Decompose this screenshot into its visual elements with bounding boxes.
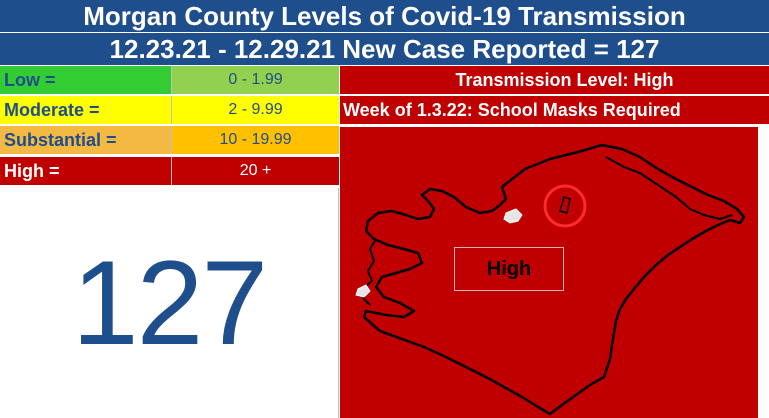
legend-range-high: 20 + (172, 157, 339, 185)
page-subtitle: 12.23.21 - 12.29.21 New Case Reported = … (0, 33, 769, 66)
county-outline-map (355, 143, 746, 416)
river-feature (355, 284, 371, 298)
page-title: Morgan County Levels of Covid-19 Transmi… (0, 0, 769, 33)
case-count-value: 127 (71, 236, 268, 370)
county-outline-east (605, 156, 733, 220)
case-count-panel: 127 (0, 188, 339, 418)
transmission-level-banner: Transmission Level: High (340, 66, 769, 95)
legend-range-moderate: 2 - 9.99 (172, 96, 339, 124)
legend-row-substantial: Substantial = 10 - 19.99 (0, 126, 339, 155)
legend-row-moderate: Moderate = 2 - 9.99 (0, 96, 339, 125)
legend-range-low: 0 - 1.99 (172, 66, 339, 94)
legend-label-low: Low = (0, 66, 172, 94)
map-level-label: High (454, 247, 564, 291)
legend-label-high: High = (0, 157, 172, 185)
legend-row-high: High = 20 + (0, 157, 339, 186)
legend-range-substantial: 10 - 19.99 (172, 126, 339, 154)
county-map: High (340, 127, 758, 418)
legend-row-low: Low = 0 - 1.99 (0, 66, 339, 95)
legend-label-substantial: Substantial = (0, 126, 172, 154)
county-outline (362, 143, 746, 416)
lake-feature (503, 208, 523, 224)
legend-label-moderate: Moderate = (0, 96, 172, 124)
location-marker-icon (559, 196, 571, 214)
school-mask-notice: Week of 1.3.22: School Masks Required (340, 96, 769, 125)
location-marker-circle (543, 184, 587, 228)
